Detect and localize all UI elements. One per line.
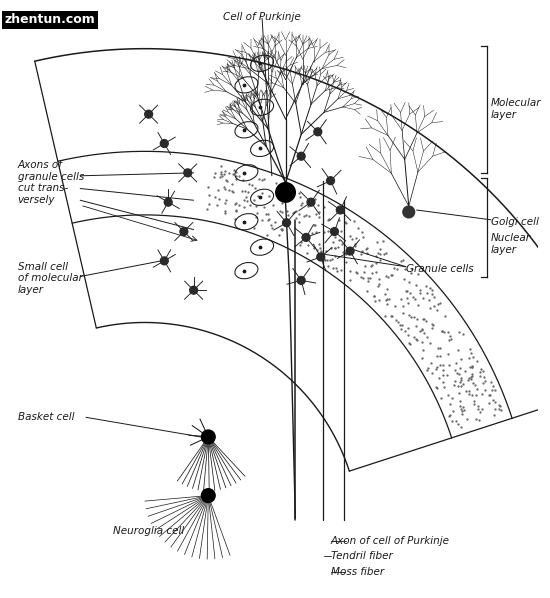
- Text: Axons of
granule cells
cut trans-
versely: Axons of granule cells cut trans- versel…: [18, 160, 84, 205]
- Circle shape: [298, 152, 305, 160]
- Circle shape: [307, 199, 315, 206]
- Circle shape: [190, 286, 197, 294]
- Text: Moss fiber: Moss fiber: [331, 567, 384, 577]
- Text: Small cell
of molecular
layer: Small cell of molecular layer: [18, 262, 82, 295]
- Text: Nuclear
layer: Nuclear layer: [491, 233, 531, 255]
- Circle shape: [302, 233, 310, 242]
- Text: Cell of Purkinje: Cell of Purkinje: [223, 13, 301, 23]
- Text: Golgi cell: Golgi cell: [491, 216, 539, 227]
- Circle shape: [145, 110, 152, 118]
- Circle shape: [314, 128, 322, 136]
- Circle shape: [164, 199, 172, 206]
- Circle shape: [331, 228, 338, 236]
- Circle shape: [276, 182, 295, 202]
- Circle shape: [337, 206, 344, 214]
- Circle shape: [201, 489, 215, 502]
- Circle shape: [403, 206, 415, 218]
- Circle shape: [317, 253, 324, 261]
- Circle shape: [346, 247, 354, 255]
- Circle shape: [283, 219, 290, 227]
- Circle shape: [161, 257, 168, 265]
- Circle shape: [180, 228, 188, 236]
- Text: Neuroglia cell: Neuroglia cell: [113, 526, 184, 536]
- Text: Axon of cell of Purkinje: Axon of cell of Purkinje: [331, 536, 449, 545]
- Circle shape: [327, 177, 334, 185]
- Circle shape: [201, 430, 215, 444]
- Text: zhentun.com: zhentun.com: [5, 14, 96, 26]
- Text: Molecular
layer: Molecular layer: [491, 99, 541, 120]
- Text: Tendril fiber: Tendril fiber: [331, 551, 392, 561]
- Circle shape: [161, 139, 168, 148]
- Text: Basket cell: Basket cell: [18, 413, 74, 422]
- Circle shape: [298, 276, 305, 284]
- Text: Granule cells: Granule cells: [406, 264, 474, 274]
- Circle shape: [184, 169, 191, 177]
